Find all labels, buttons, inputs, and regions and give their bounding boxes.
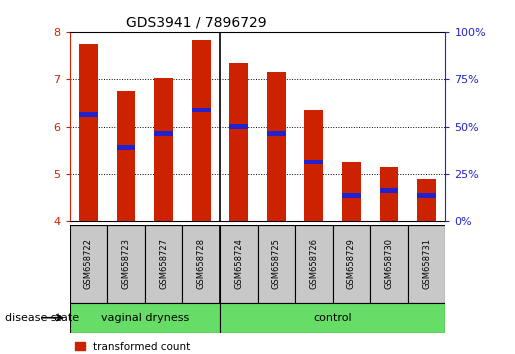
Bar <box>70 303 220 333</box>
Bar <box>229 124 248 129</box>
Bar <box>342 162 361 221</box>
Legend: transformed count, percentile rank within the sample: transformed count, percentile rank withi… <box>75 342 269 354</box>
Bar <box>380 188 399 193</box>
Text: GSM658725: GSM658725 <box>272 238 281 289</box>
Text: vaginal dryness: vaginal dryness <box>100 313 189 323</box>
Bar <box>220 225 258 303</box>
Bar <box>304 160 323 164</box>
Bar <box>333 225 370 303</box>
Bar <box>116 91 135 221</box>
Text: GSM658723: GSM658723 <box>122 238 130 289</box>
Bar <box>229 63 248 221</box>
Bar <box>267 72 286 221</box>
Bar <box>417 179 436 221</box>
Text: control: control <box>313 313 352 323</box>
Bar <box>192 40 211 221</box>
Bar <box>70 225 107 303</box>
Text: GSM658727: GSM658727 <box>159 238 168 289</box>
Bar <box>192 108 211 112</box>
Bar <box>145 225 182 303</box>
Bar <box>304 110 323 221</box>
Bar <box>380 167 399 221</box>
Bar <box>116 145 135 150</box>
Text: GSM658724: GSM658724 <box>234 238 243 289</box>
Bar <box>417 193 436 198</box>
Bar <box>107 225 145 303</box>
Bar <box>295 225 333 303</box>
Text: GSM658726: GSM658726 <box>310 238 318 289</box>
Bar <box>370 225 408 303</box>
Bar <box>342 193 361 198</box>
Text: GSM658729: GSM658729 <box>347 238 356 289</box>
Bar <box>220 303 445 333</box>
Bar <box>182 225 220 303</box>
Text: disease state: disease state <box>5 313 79 323</box>
Text: GSM658730: GSM658730 <box>385 238 393 289</box>
Text: GDS3941 / 7896729: GDS3941 / 7896729 <box>126 15 267 29</box>
Bar <box>154 78 173 221</box>
Text: GSM658731: GSM658731 <box>422 238 431 289</box>
Bar <box>408 225 445 303</box>
Bar <box>154 131 173 136</box>
Bar <box>258 225 295 303</box>
Text: GSM658722: GSM658722 <box>84 238 93 289</box>
Bar <box>79 44 98 221</box>
Bar <box>267 131 286 136</box>
Bar <box>79 112 98 117</box>
Text: GSM658728: GSM658728 <box>197 238 205 289</box>
